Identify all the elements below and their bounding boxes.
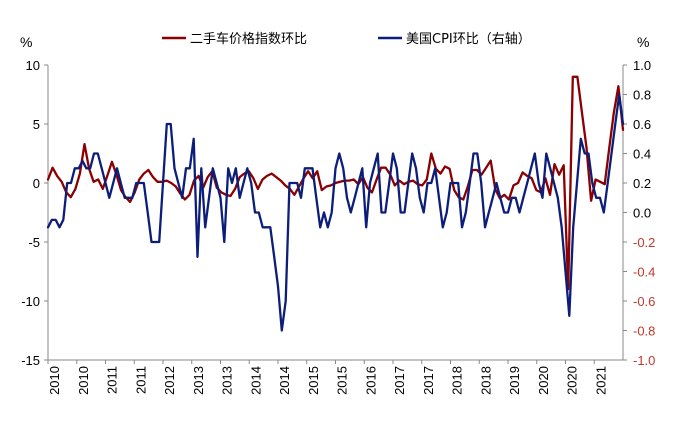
x-tick-label: 2017 bbox=[392, 366, 407, 395]
left-tick-label: 10 bbox=[26, 58, 40, 73]
x-tick-label: 2017 bbox=[421, 366, 436, 395]
right-tick-label: 0.4 bbox=[633, 147, 651, 162]
left-tick-label: 5 bbox=[33, 117, 40, 132]
series-line-us-cpi bbox=[46, 93, 625, 332]
left-tick-label: 0 bbox=[33, 176, 40, 191]
left-tick-label: -5 bbox=[28, 235, 40, 250]
right-axis-ticks: 1.0 0.8 0.6 0.4 0.2 0.0 -0.2 -0.4 -0.6 -0.8 -1.0 bbox=[623, 58, 655, 368]
x-tick-label: 2021 bbox=[593, 366, 608, 395]
right-tick-label: 0.6 bbox=[633, 117, 651, 132]
left-tick-label: -15 bbox=[21, 353, 40, 368]
series-points-us-cpi bbox=[47, 94, 624, 331]
legend-label-cpi: 美国CPI环比（右轴） bbox=[406, 32, 531, 47]
x-tick-label: 2011 bbox=[133, 366, 148, 394]
legend: 二手车价格指数环比 美国CPI环比（右轴） bbox=[162, 31, 531, 47]
left-axis-unit: % bbox=[20, 34, 32, 50]
legend-label-used-car: 二手车价格指数环比 bbox=[190, 31, 307, 47]
x-tick-label: 2011 bbox=[105, 366, 120, 394]
x-tick-label: 2018 bbox=[450, 366, 465, 395]
series-layer bbox=[46, 75, 625, 332]
x-tick-label: 2015 bbox=[306, 366, 321, 395]
right-axis-unit: % bbox=[637, 34, 649, 50]
right-tick-label: -1.0 bbox=[633, 353, 655, 368]
x-axis-ticks: 2010 2010 2011 2011 2012 2013 2013 2014 2014 2015… bbox=[47, 360, 608, 395]
right-tick-label: -0.4 bbox=[633, 265, 655, 280]
series-points-used-car-price bbox=[47, 76, 624, 290]
x-tick-label: 2013 bbox=[191, 366, 206, 395]
right-tick-label: -0.8 bbox=[633, 324, 655, 339]
x-tick-label: 2014 bbox=[277, 366, 292, 395]
right-tick-label: 0.2 bbox=[633, 176, 651, 191]
x-tick-label: 2010 bbox=[76, 366, 91, 395]
right-tick-label: -0.6 bbox=[633, 294, 655, 309]
x-tick-label: 2016 bbox=[363, 366, 378, 395]
x-tick-label: 2020 bbox=[565, 366, 580, 395]
left-axis-ticks: 10 5 0 -5 -10 -15 bbox=[21, 58, 48, 368]
right-tick-label: 0.8 bbox=[633, 88, 651, 103]
x-tick-label: 2015 bbox=[335, 366, 350, 395]
x-tick-label: 2020 bbox=[536, 366, 551, 395]
right-tick-label: -0.2 bbox=[633, 235, 655, 250]
left-tick-label: -10 bbox=[21, 294, 40, 309]
x-tick-label: 2013 bbox=[220, 366, 235, 395]
x-tick-label: 2014 bbox=[248, 366, 263, 395]
x-tick-label: 2010 bbox=[47, 366, 62, 395]
x-tick-label: 2018 bbox=[478, 366, 493, 395]
right-tick-label: 0.0 bbox=[633, 206, 651, 221]
x-tick-label: 2019 bbox=[507, 366, 522, 395]
x-tick-label: 2012 bbox=[162, 366, 177, 395]
right-tick-label: 1.0 bbox=[633, 58, 651, 73]
